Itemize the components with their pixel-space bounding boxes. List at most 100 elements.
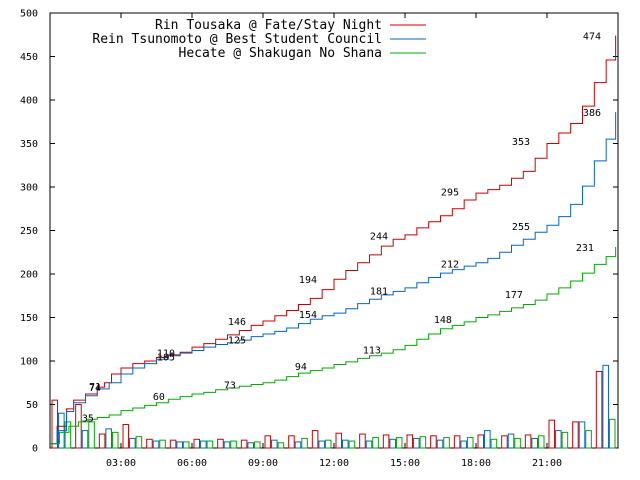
hourly-bar	[406, 434, 414, 449]
hourly-bar	[240, 439, 248, 449]
legend-label: Rin Tousaka @ Fate/Stay Night	[155, 18, 382, 33]
y-tick-label: 150	[20, 313, 38, 324]
hourly-bar	[335, 432, 343, 449]
y-tick-label: 500	[20, 9, 38, 20]
y-tick-label: 250	[20, 226, 38, 237]
hourly-bar	[460, 440, 467, 449]
data-label: 125	[228, 335, 246, 346]
x-tick-label: 15:00	[390, 458, 420, 469]
data-label: 212	[441, 260, 459, 271]
hourly-bar	[348, 440, 356, 449]
y-tick-label: 400	[20, 96, 38, 107]
hourly-bar	[230, 440, 237, 449]
data-label: 105	[157, 353, 175, 364]
hourly-bar	[200, 440, 207, 449]
data-label: 231	[576, 243, 594, 254]
y-tick-label: 350	[20, 139, 38, 150]
hourly-bar	[146, 438, 153, 449]
hourly-bar	[477, 434, 485, 449]
hourly-bar	[578, 421, 586, 449]
hourly-bar	[159, 439, 166, 449]
y-tick-label: 450	[20, 52, 38, 63]
hourly-bar	[88, 421, 95, 449]
hourly-bar	[264, 435, 272, 449]
hourly-bar	[247, 442, 254, 449]
data-label: 295	[441, 187, 459, 198]
hourly-bar	[382, 434, 390, 449]
hourly-bar	[490, 438, 498, 449]
hourly-bar	[271, 439, 278, 449]
hourly-bar	[524, 434, 532, 449]
hourly-bar	[111, 431, 119, 449]
hourly-bar	[135, 436, 143, 449]
hourly-bar	[223, 441, 231, 449]
y-tick-label: 100	[20, 357, 38, 368]
hourly-bar	[548, 419, 556, 449]
hourly-bar	[501, 435, 508, 449]
data-label: 353	[512, 137, 530, 148]
hourly-bar	[572, 421, 579, 449]
hourly-bar	[436, 439, 444, 449]
data-label: 177	[505, 290, 523, 301]
hourly-bar	[531, 437, 538, 449]
hourly-bar	[537, 435, 545, 449]
series-line	[50, 247, 617, 445]
hourly-bar	[169, 439, 177, 449]
data-label: 110	[157, 348, 175, 359]
x-tick-label: 18:00	[461, 458, 491, 469]
hourly-bar	[311, 430, 319, 449]
hourly-bar	[507, 433, 515, 449]
hourly-bar	[301, 437, 308, 449]
point-labels: 71 110 146 194 244 295 353 474 74 105 125 154 181 212…	[82, 32, 601, 425]
x-tick-label: 06:00	[177, 458, 207, 469]
hourly-bar	[342, 439, 349, 449]
hourly-bar	[443, 437, 450, 449]
data-label: 474	[583, 32, 601, 43]
hourly-bar	[430, 435, 437, 449]
series-line	[50, 35, 617, 445]
cumulative-lines	[50, 35, 617, 445]
data-label: 73	[224, 380, 236, 391]
hourly-bar	[253, 441, 261, 449]
data-label: 194	[299, 275, 317, 286]
hourly-bar	[602, 364, 609, 449]
data-label: 94	[295, 362, 307, 373]
data-label: 148	[434, 315, 452, 326]
hourly-bar	[152, 440, 160, 449]
y-tick-label: 0	[32, 444, 38, 455]
x-tick-label: 03:00	[106, 458, 136, 469]
hourly-bar	[288, 435, 295, 449]
hourly-bar	[318, 440, 325, 449]
data-label: 35	[82, 414, 94, 425]
y-axis: 0 50 100 150 200 250 300 350 400 450 500	[20, 9, 618, 455]
y-tick-label: 50	[26, 400, 38, 411]
hourly-bar	[372, 437, 379, 449]
x-axis: 03:00 06:00 09:00 12:00 15:00 18:00 21:00	[106, 13, 562, 469]
y-tick-label: 200	[20, 270, 38, 281]
hourly-bar	[193, 438, 201, 449]
data-label: 60	[153, 392, 165, 403]
hourly-bar	[294, 441, 302, 449]
hourly-bar	[176, 441, 183, 449]
data-label: 113	[363, 346, 381, 357]
data-label: 146	[228, 317, 246, 328]
hourly-bar	[324, 439, 332, 449]
hourly-bar	[217, 438, 224, 449]
hourly-bar	[561, 431, 569, 449]
hourly-bar	[64, 421, 72, 449]
hourly-bar	[514, 437, 521, 449]
data-label: 181	[370, 287, 388, 298]
series-line	[50, 112, 617, 445]
x-tick-label: 12:00	[319, 458, 349, 469]
x-tick-label: 21:00	[532, 458, 562, 469]
hourly-bar	[466, 437, 474, 449]
data-label: 244	[370, 232, 388, 243]
hourly-bar	[453, 435, 461, 449]
hourly-bar	[608, 418, 616, 449]
x-tick-label: 09:00	[248, 458, 278, 469]
data-label: 74	[89, 383, 101, 394]
hourly-bar	[395, 437, 403, 449]
hourly-bar	[484, 430, 491, 449]
